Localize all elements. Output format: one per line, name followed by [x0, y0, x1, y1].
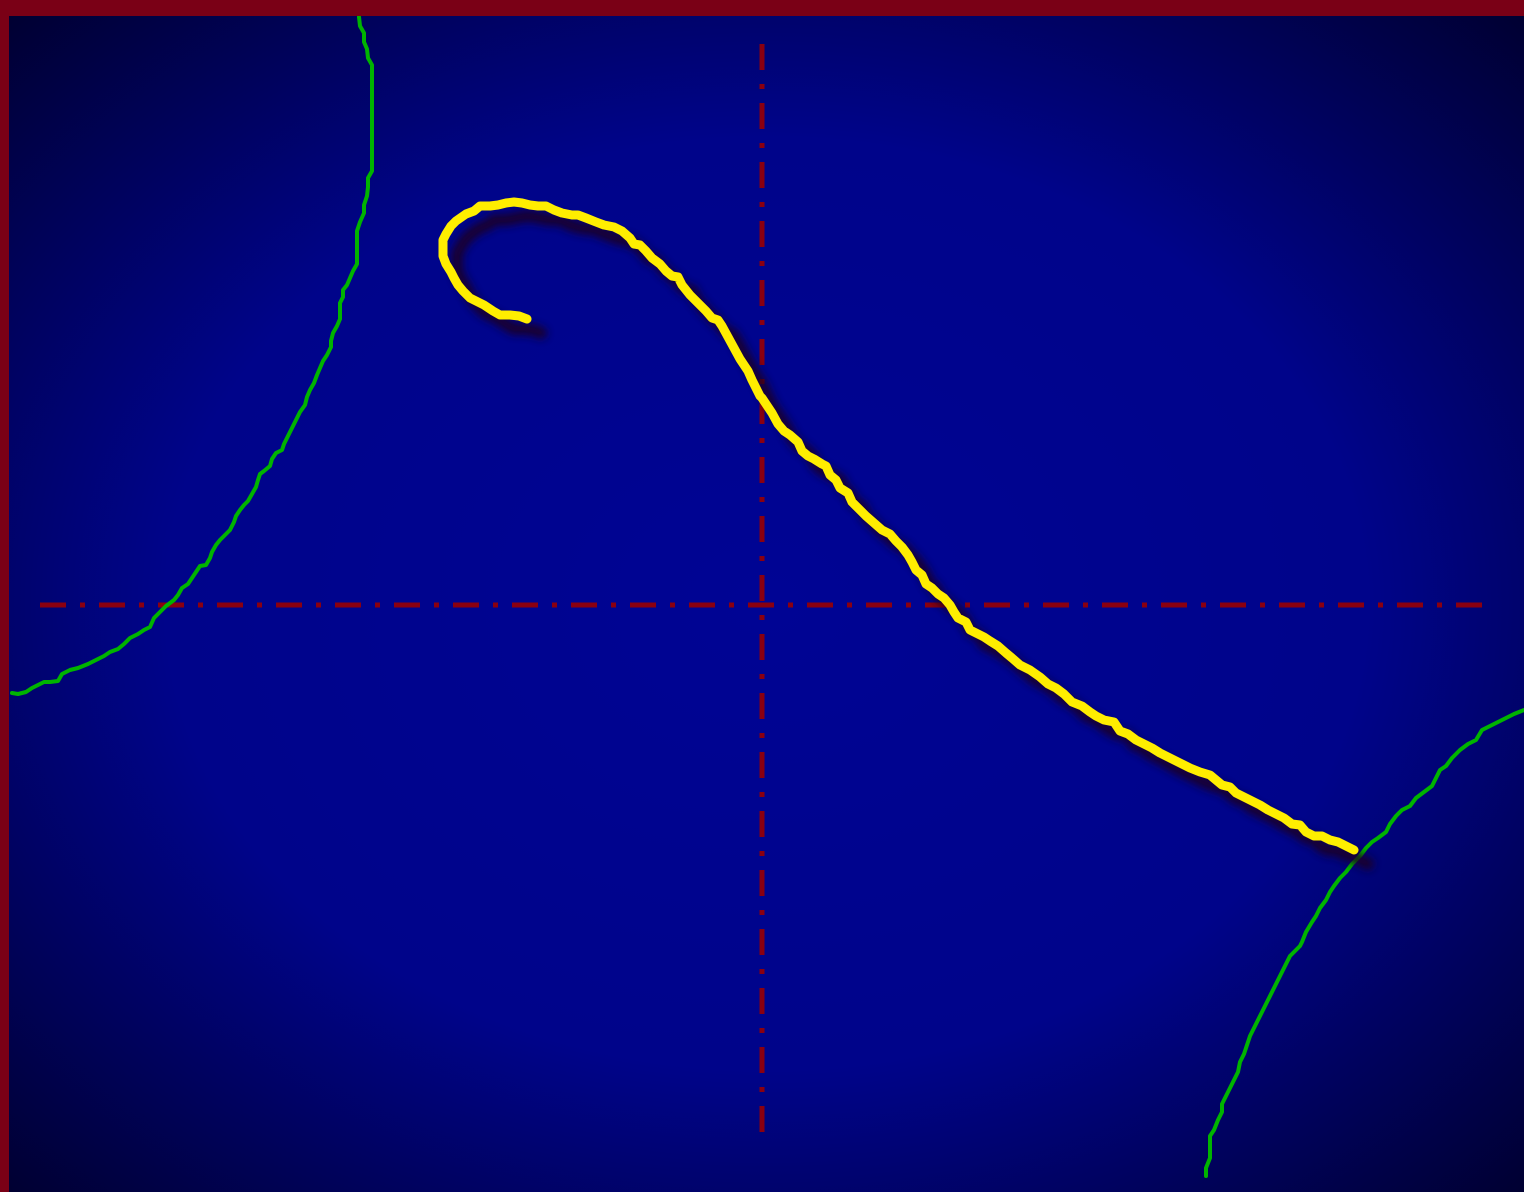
- separatrix-curve-left: [10, 16, 374, 696]
- separatrix-curve-right: [1204, 708, 1524, 1178]
- plot-canvas[interactable]: [9, 16, 1524, 1192]
- trajectory-curve[interactable]: [438, 197, 1359, 855]
- phase-plot-svg[interactable]: [9, 16, 1524, 1192]
